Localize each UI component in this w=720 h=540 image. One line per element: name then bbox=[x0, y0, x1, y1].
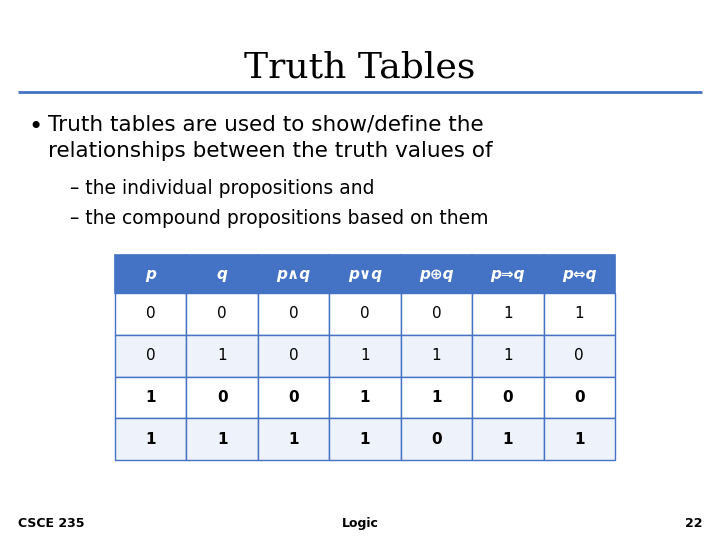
Bar bbox=[258, 255, 329, 293]
Text: 1: 1 bbox=[217, 348, 227, 363]
Text: 1: 1 bbox=[575, 306, 584, 321]
Text: 0: 0 bbox=[431, 306, 441, 321]
Text: 0: 0 bbox=[217, 390, 228, 405]
Text: q: q bbox=[217, 267, 228, 281]
Text: 0: 0 bbox=[360, 306, 370, 321]
Bar bbox=[115, 293, 186, 335]
Text: 0: 0 bbox=[431, 431, 442, 447]
Bar bbox=[258, 335, 329, 376]
Text: 0: 0 bbox=[289, 306, 298, 321]
Bar bbox=[472, 418, 544, 460]
Text: – the individual propositions and: – the individual propositions and bbox=[70, 179, 374, 198]
Text: – the compound propositions based on them: – the compound propositions based on the… bbox=[70, 209, 488, 228]
Text: 1: 1 bbox=[431, 348, 441, 363]
Bar bbox=[329, 335, 401, 376]
Text: CSCE 235: CSCE 235 bbox=[18, 517, 84, 530]
Text: 0: 0 bbox=[217, 306, 227, 321]
Text: 1: 1 bbox=[288, 431, 299, 447]
Bar bbox=[544, 418, 615, 460]
Text: 1: 1 bbox=[145, 431, 156, 447]
Text: 0: 0 bbox=[575, 348, 584, 363]
Text: 1: 1 bbox=[217, 431, 228, 447]
Bar bbox=[401, 255, 472, 293]
Text: Truth tables are used to show/define the: Truth tables are used to show/define the bbox=[48, 115, 484, 135]
Bar bbox=[401, 376, 472, 419]
Text: 1: 1 bbox=[360, 348, 370, 363]
Text: 1: 1 bbox=[503, 348, 513, 363]
Bar bbox=[329, 293, 401, 335]
Text: 1: 1 bbox=[360, 390, 370, 405]
Bar bbox=[115, 255, 186, 293]
Bar bbox=[472, 293, 544, 335]
Text: 1: 1 bbox=[574, 431, 585, 447]
Bar bbox=[115, 335, 186, 376]
Bar bbox=[472, 376, 544, 419]
Bar bbox=[186, 255, 258, 293]
Bar bbox=[329, 255, 401, 293]
Bar bbox=[401, 418, 472, 460]
Bar bbox=[472, 335, 544, 376]
Bar bbox=[186, 293, 258, 335]
Text: Truth Tables: Truth Tables bbox=[244, 50, 476, 84]
Text: p⇒q: p⇒q bbox=[490, 267, 525, 281]
Text: 1: 1 bbox=[503, 431, 513, 447]
Text: •: • bbox=[28, 115, 42, 139]
Text: 0: 0 bbox=[146, 348, 156, 363]
Text: 1: 1 bbox=[145, 390, 156, 405]
Bar bbox=[258, 293, 329, 335]
Bar bbox=[258, 376, 329, 419]
Bar bbox=[186, 418, 258, 460]
Bar bbox=[472, 255, 544, 293]
Bar bbox=[401, 335, 472, 376]
Text: 1: 1 bbox=[503, 306, 513, 321]
Bar bbox=[186, 335, 258, 376]
Text: 0: 0 bbox=[503, 390, 513, 405]
Bar bbox=[186, 376, 258, 419]
Text: 22: 22 bbox=[685, 517, 702, 530]
Bar bbox=[544, 255, 615, 293]
Bar bbox=[544, 335, 615, 376]
Text: 0: 0 bbox=[146, 306, 156, 321]
Bar bbox=[115, 418, 186, 460]
Bar bbox=[329, 418, 401, 460]
Text: 0: 0 bbox=[289, 348, 298, 363]
Text: 0: 0 bbox=[574, 390, 585, 405]
Text: p∧q: p∧q bbox=[276, 267, 310, 281]
Text: 1: 1 bbox=[431, 390, 441, 405]
Text: relationships between the truth values of: relationships between the truth values o… bbox=[48, 141, 492, 161]
Text: Logic: Logic bbox=[341, 517, 379, 530]
Text: p: p bbox=[145, 267, 156, 281]
Bar bbox=[544, 293, 615, 335]
Bar bbox=[329, 376, 401, 419]
Text: 0: 0 bbox=[288, 390, 299, 405]
Bar bbox=[258, 418, 329, 460]
Text: 1: 1 bbox=[360, 431, 370, 447]
Bar bbox=[544, 376, 615, 419]
Bar bbox=[401, 293, 472, 335]
Text: p⊕q: p⊕q bbox=[419, 267, 454, 281]
Text: p∨q: p∨q bbox=[348, 267, 382, 281]
Bar bbox=[115, 376, 186, 419]
Text: p⇔q: p⇔q bbox=[562, 267, 597, 281]
